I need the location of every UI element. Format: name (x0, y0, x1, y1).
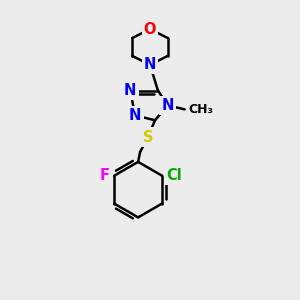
Text: N: N (144, 57, 156, 72)
Text: N: N (129, 108, 141, 123)
Text: S: S (143, 130, 153, 145)
Text: N: N (162, 98, 174, 113)
Text: Cl: Cl (166, 168, 182, 183)
Text: CH₃: CH₃ (189, 103, 214, 116)
Text: F: F (99, 168, 109, 183)
Text: O: O (144, 22, 156, 37)
Text: N: N (124, 83, 136, 98)
